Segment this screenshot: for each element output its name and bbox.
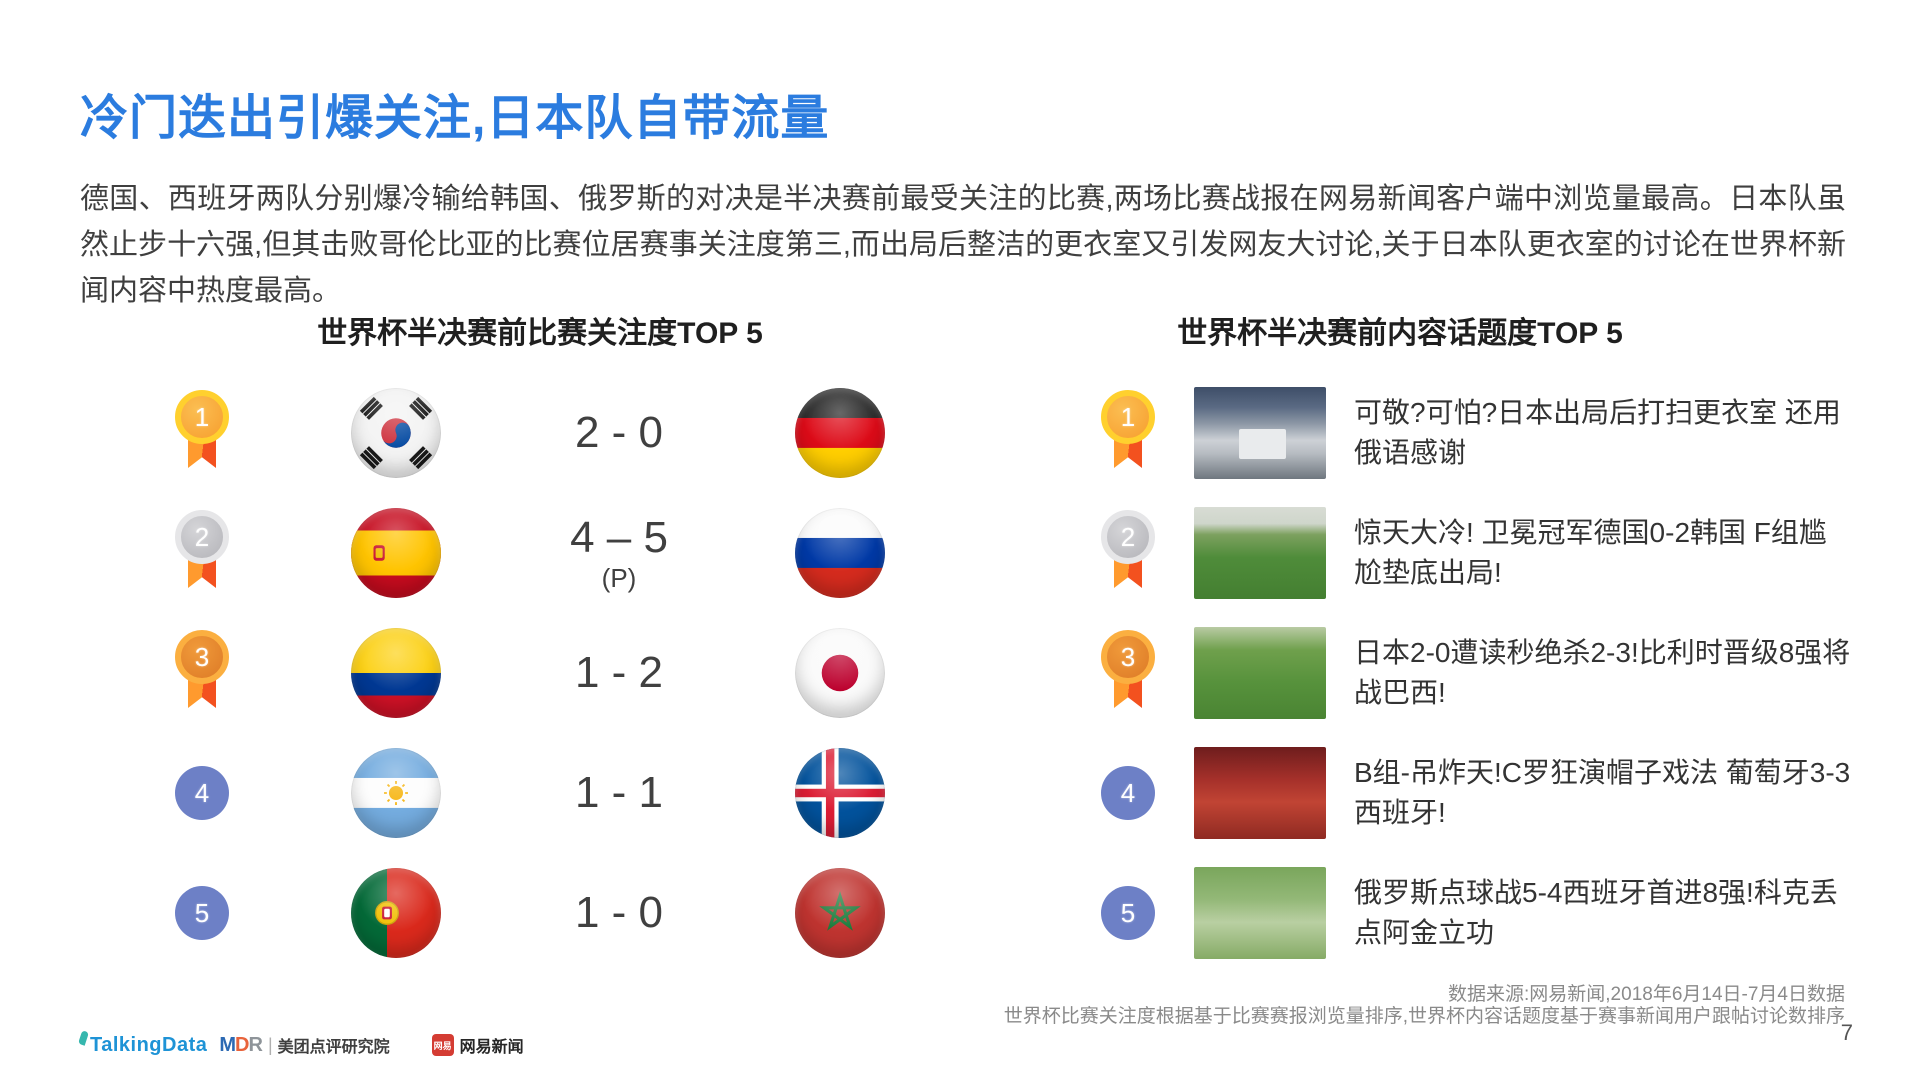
match-row-4: 4 1 - 1 [80,733,960,853]
news-headline: 惊天大冷! 卫冕冠军德国0-2韩国 F组尴尬垫底出局! [1354,517,1827,588]
silver-medal-icon: 2 [175,510,229,598]
rank-number: 3 [1101,630,1155,684]
netease-news-logo: 网易新闻 [459,1039,524,1056]
match-row-1: 1 2 - 0 [80,373,960,493]
netease-badge-icon: 网易 [431,1034,454,1056]
score-5: 1 - 0 [519,853,719,973]
data-source-note: 数据来源:网易新闻,2018年6月14日-7月4日数据 世界杯比赛关注度根据基于… [1004,984,1845,1028]
score-2: 4 – 5 (P) [519,493,719,613]
score-1: 2 - 0 [519,373,719,493]
rank-number: 2 [175,510,229,564]
flag-germany-icon [795,388,885,478]
source-line-2: 世界杯比赛关注度根据基于比赛赛报浏览量排序,世界杯内容话题度基于赛事新闻用户跟帖… [1003,1006,1845,1027]
talkingdata-logo: TalkingData [90,1033,208,1056]
news-row-1: 1 可敬?可怕?日本出局后打扫更衣室 还用俄语感谢 [1100,373,1880,493]
score-3: 1 - 2 [519,613,719,733]
left-section-title: 世界杯半决赛前比赛关注度TOP 5 [317,317,763,350]
rank-number: 4 [175,766,229,820]
score-text: 1 - 2 [574,648,664,697]
germany-korea-goal-photo [1194,507,1326,599]
page-title: 冷门迭出引爆关注,日本队自带流量 [80,92,830,145]
bronze-medal-icon: 3 [1101,630,1155,718]
flag-portugal-icon [351,868,441,958]
news-row-4: 4 B组-吊炸天!C罗狂演帽子戏法 葡萄牙3-3西班牙! [1100,733,1880,853]
news-headline: 日本2-0遭读秒绝杀2-3!比利时晋级8强将战巴西! [1354,637,1851,708]
flag-colombia-icon [351,628,441,718]
score-text: 1 - 0 [574,888,664,937]
score-note: (P) [601,563,637,593]
mdr-logo: MDR [219,1033,263,1056]
flag-japan-icon [795,628,885,718]
japan-locker-room-photo [1194,387,1326,479]
russia-players-photo [1194,867,1326,959]
bronze-medal-icon: 3 [175,630,229,718]
page-number: 7 [1840,1020,1853,1045]
rank-circle-icon: 5 [175,886,229,940]
intro-paragraph: 德国、西班牙两队分别爆冷输给韩国、俄罗斯的对决是半决赛前最受关注的比赛,两场比赛… [80,183,1846,307]
flag-russia-icon [795,508,885,598]
meituan-dianping-logo: 美团点评研究院 [277,1039,390,1056]
rank-number: 5 [175,886,229,940]
score-4: 1 - 1 [519,733,719,853]
rank-circle-icon: 4 [175,766,229,820]
silver-medal-icon: 2 [1101,510,1155,598]
logo-bar: TalkingData MDR | 美团点评研究院 网易 网易新闻 [78,1030,524,1060]
news-row-3: 3 日本2-0遭读秒绝杀2-3!比利时晋级8强将战巴西! [1100,613,1880,733]
rank-number: 5 [1101,886,1155,940]
score-text: 1 - 1 [574,768,664,817]
rank-number: 4 [1101,766,1155,820]
score-text: 2 - 0 [574,408,664,457]
rank-number: 2 [1101,510,1155,564]
gold-medal-icon: 1 [1101,390,1155,478]
news-headline: B组-吊炸天!C罗狂演帽子戏法 葡萄牙3-3西班牙! [1354,757,1851,828]
portugal-spain-fans-photo [1194,747,1326,839]
news-headline: 可敬?可怕?日本出局后打扫更衣室 还用俄语感谢 [1354,397,1841,468]
rank-circle-icon: 5 [1101,886,1155,940]
right-section-title: 世界杯半决赛前内容话题度TOP 5 [1177,317,1623,350]
flag-iceland-icon [795,748,885,838]
flag-south-korea-icon [351,388,441,478]
news-headline: 俄罗斯点球战5-4西班牙首进8强!科克丢点阿金立功 [1354,877,1838,948]
gold-medal-icon: 1 [175,390,229,478]
match-row-2: 2 4 – 5 (P) [80,493,960,613]
score-text: 4 – 5 [570,513,668,562]
japan-belgium-pitch-photo [1194,627,1326,719]
source-line-1: 数据来源:网易新闻,2018年6月14日-7月4日数据 [1448,984,1845,1005]
match-row-3: 3 1 - 2 [80,613,960,733]
news-row-5: 5 俄罗斯点球战5-4西班牙首进8强!科克丢点阿金立功 [1100,853,1880,973]
rank-number: 1 [1101,390,1155,444]
news-row-2: 2 惊天大冷! 卫冕冠军德国0-2韩国 F组尴尬垫底出局! [1100,493,1880,613]
logo-divider: | [267,1034,273,1055]
rank-number: 1 [175,390,229,444]
rank-number: 3 [175,630,229,684]
flag-spain-icon [351,508,441,598]
flag-argentina-icon [351,748,441,838]
rank-circle-icon: 4 [1101,766,1155,820]
match-row-5: 5 1 - 0 [80,853,960,973]
flag-morocco-icon [795,868,885,958]
talkingdata-tick-icon [78,1030,89,1046]
